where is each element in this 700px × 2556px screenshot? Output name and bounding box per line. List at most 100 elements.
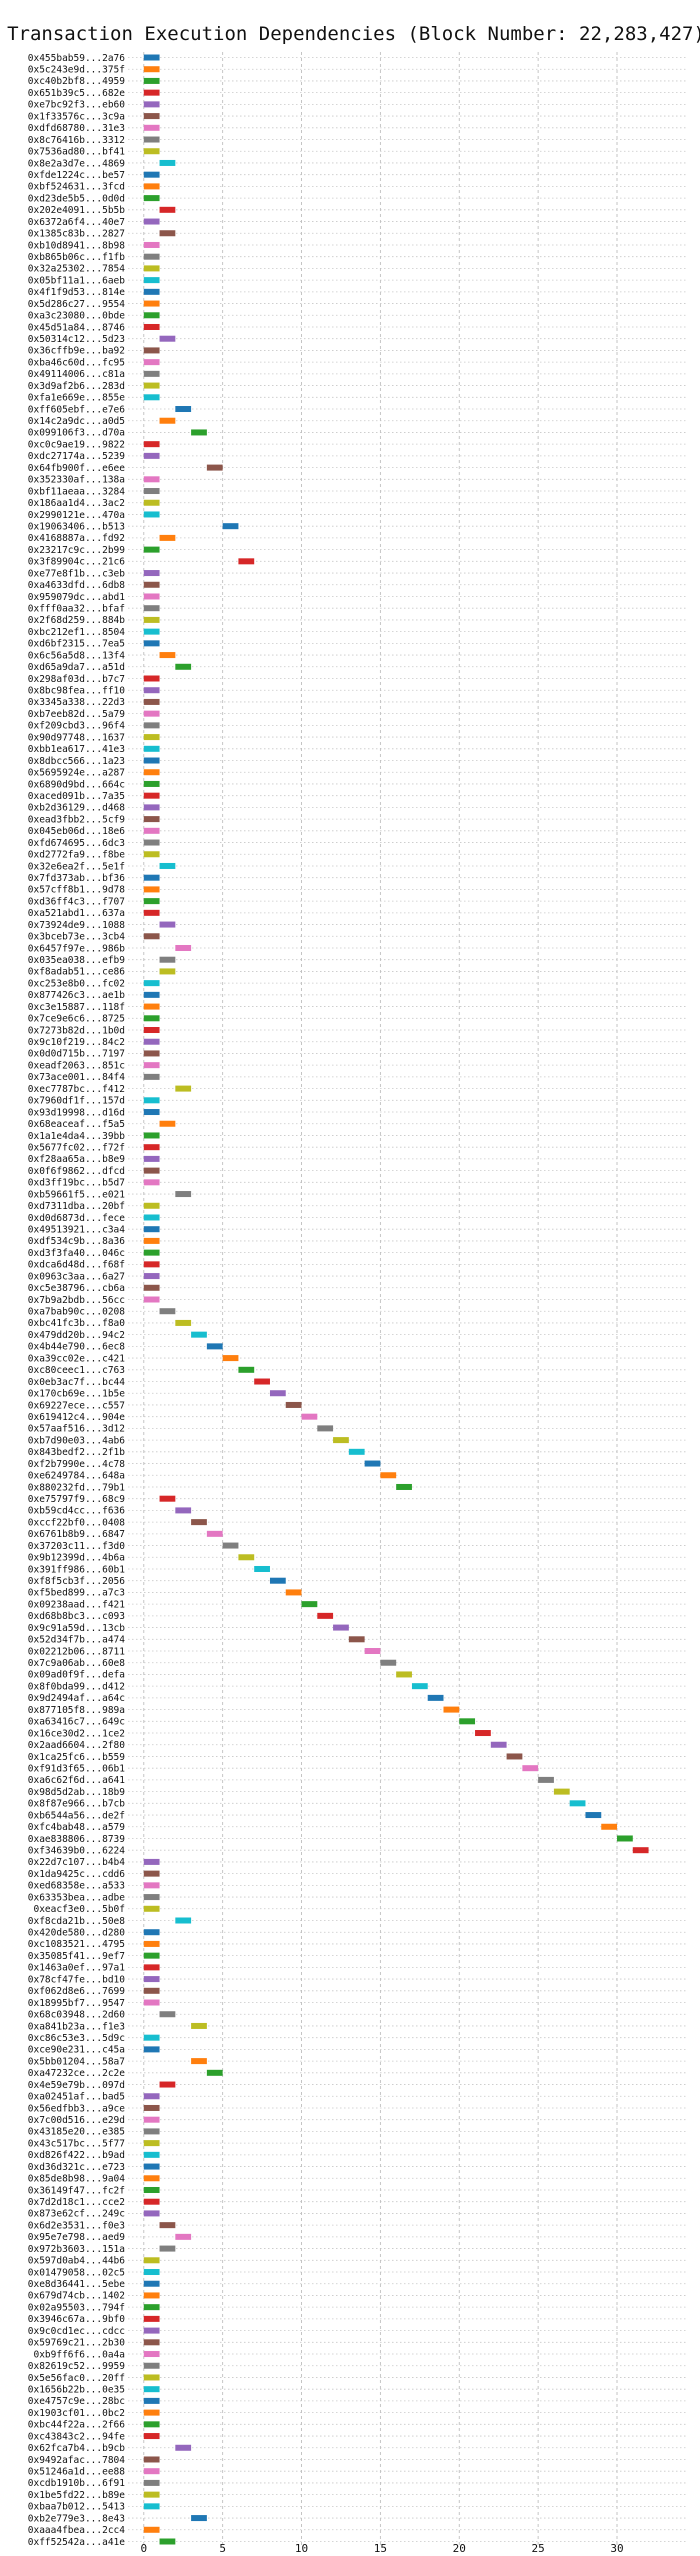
transaction-label: 0x73ace001...84f4 [28,1072,126,1083]
transaction-label: 0x23217c9c...2b99 [28,545,126,556]
transaction-bar [143,2093,160,2100]
transaction-bar [143,394,160,401]
transaction-label: 0x6d2e3531...f0e3 [28,2220,125,2231]
transaction-bar [143,1999,160,2006]
transaction-bar [159,956,176,963]
transaction-bar [222,1542,239,1549]
transaction-label: 0xc86c53e3...5d9c [28,2033,125,2044]
transaction-bar [143,2104,160,2111]
transaction-label: 0x099106f3...d70a [28,428,125,439]
transaction-label: 0x5e56fac0...20ff [28,2373,125,2384]
transaction-label: 0xeadf2063...851c [28,1060,125,1071]
transaction-label: 0x09238aad...f421 [28,1599,126,1610]
transaction-bar [143,2280,160,2287]
transaction-bar [143,2339,160,2346]
transaction-bar [143,1940,160,1947]
transaction-label: 0x19063406...b513 [28,521,125,532]
transaction-label: 0x3946c67a...9bf0 [28,2314,126,2325]
transaction-bar [143,1038,160,1045]
transaction-bar [143,827,160,834]
transaction-label: 0x3f89904c...21c6 [28,557,126,568]
transaction-label: 0x85de8b98...9a04 [28,2174,126,2185]
transaction-bar [143,2456,160,2463]
transaction-label: 0x1ca25fc6...b559 [28,1752,126,1763]
transaction-bar [143,851,160,858]
transaction-bar [143,382,160,389]
transaction-bar [143,698,160,705]
transaction-label: 0xf2b7990e...4c78 [28,1459,126,1470]
transaction-label: 0x1385c83b...2827 [28,229,125,240]
transaction-label: 0x18995bf7...9547 [28,1998,125,2009]
transaction-bar [364,1460,381,1467]
transaction-bar [143,2327,160,2334]
transaction-bar [143,933,160,940]
transaction-bar [490,1741,507,1748]
transaction-bar [143,1905,160,1912]
transaction-bar [143,816,160,823]
transaction-bar [143,2046,160,2053]
transaction-bar [348,1448,365,1455]
transaction-bar [159,417,176,424]
transaction-label: 0x6c56a5d8...13f4 [28,650,126,661]
transaction-bar [143,2292,160,2299]
transaction-label: 0x7c00d516...e29d [28,2115,125,2126]
transaction-label: 0x4f1f9d53...814e [28,287,126,298]
transaction-bar [143,570,160,577]
transaction-bar [143,1003,160,1010]
transaction-bar [143,2257,160,2264]
transaction-bar [143,780,160,787]
transaction-bar [143,1870,160,1877]
transaction-bar [143,898,160,905]
transaction-bar [143,2163,160,2170]
transaction-label: 0x16ce30d2...1ce2 [28,1728,125,1739]
transaction-bar [175,1507,192,1514]
transaction-bar [143,488,160,495]
transaction-label: 0x6457f97e...986b [28,943,126,954]
transaction-label: 0x6761b8b9...6847 [28,1529,125,1540]
transaction-label: 0x51246a1d...ee88 [28,2466,126,2477]
transaction-label: 0x93d19998...d16d [28,1107,125,1118]
transaction-label: 0x3d9af2b6...283d [28,381,125,392]
transaction-label: 0x5bb01204...58a7 [28,2056,125,2067]
transaction-label: 0x02a95503...794f [28,2302,125,2313]
transaction-bar [301,1413,318,1420]
transaction-label: 0x9c91a59d...13cb [28,1623,126,1634]
transaction-label: 0x7c9a06ab...60e8 [28,1658,126,1669]
transaction-label: 0x95e7e798...aed9 [28,2232,126,2243]
transaction-bar [143,1226,160,1233]
transaction-bar [143,2479,160,2486]
transaction-bar [143,1976,160,1983]
transaction-bar [143,757,160,764]
transaction-label: 0x69227ece...c557 [28,1400,125,1411]
transaction-label: 0xf91d3f65...06b1 [28,1763,126,1774]
transaction-bar [143,2526,160,2533]
transaction-label: 0x8dbcc566...1a23 [28,756,125,767]
transaction-bar [143,1202,160,1209]
transaction-bar [143,2315,160,2322]
transaction-bar [143,347,160,354]
transaction-bar [143,241,160,248]
transaction-bar [143,218,160,225]
transaction-label: 0x170cb69e...1b5e [28,1389,126,1400]
transaction-label: 0x7fd373ab...bf36 [28,873,126,884]
transaction-bar [143,675,160,682]
transaction-bar [159,159,176,166]
transaction-label: 0xed68358e...a533 [28,1881,125,1892]
transaction-label: 0xd23de5b5...0d0d [28,193,125,204]
transaction-bar [254,1565,270,1572]
transaction-label: 0x90d97748...1637 [28,732,125,743]
transaction-label: 0x37203c11...f3d0 [28,1541,126,1552]
transaction-label: 0x9c10f219...84c2 [28,1037,125,1048]
x-tick-label: 25 [532,2542,545,2555]
transaction-bar [254,1378,270,1385]
transaction-bar [143,1155,160,1162]
transaction-label: 0x6372a6f4...40e7 [28,217,125,228]
transaction-label: 0x877105f8...989a [28,1705,125,1716]
transaction-label: 0x7960df1f...157d [28,1096,125,1107]
transaction-label: 0xc3e15887...118f [28,1002,125,1013]
transaction-bar [143,1987,160,1994]
transaction-bar [285,1589,302,1596]
transaction-label: 0x59769c21...2b30 [28,2338,126,2349]
transaction-bar [143,2186,160,2193]
transaction-label: 0xae838806...8739 [28,1834,126,1845]
